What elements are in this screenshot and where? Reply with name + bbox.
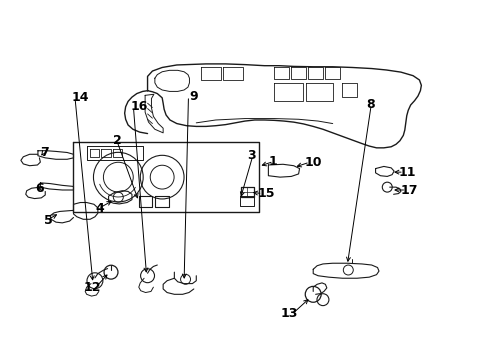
Text: 12: 12 xyxy=(84,281,101,294)
Text: 2: 2 xyxy=(114,134,122,147)
Text: 8: 8 xyxy=(366,99,374,112)
Text: 14: 14 xyxy=(72,91,89,104)
Text: 17: 17 xyxy=(401,184,418,197)
Text: 15: 15 xyxy=(257,187,275,200)
Text: 4: 4 xyxy=(95,202,104,215)
Text: 5: 5 xyxy=(44,213,52,226)
Text: 3: 3 xyxy=(247,149,256,162)
Text: 11: 11 xyxy=(398,166,416,179)
Text: 10: 10 xyxy=(304,156,322,168)
Text: 6: 6 xyxy=(36,183,44,195)
Text: 7: 7 xyxy=(40,146,49,159)
Text: 1: 1 xyxy=(269,155,277,168)
Text: 13: 13 xyxy=(280,307,297,320)
Text: 9: 9 xyxy=(190,90,198,103)
Text: 16: 16 xyxy=(130,100,147,113)
